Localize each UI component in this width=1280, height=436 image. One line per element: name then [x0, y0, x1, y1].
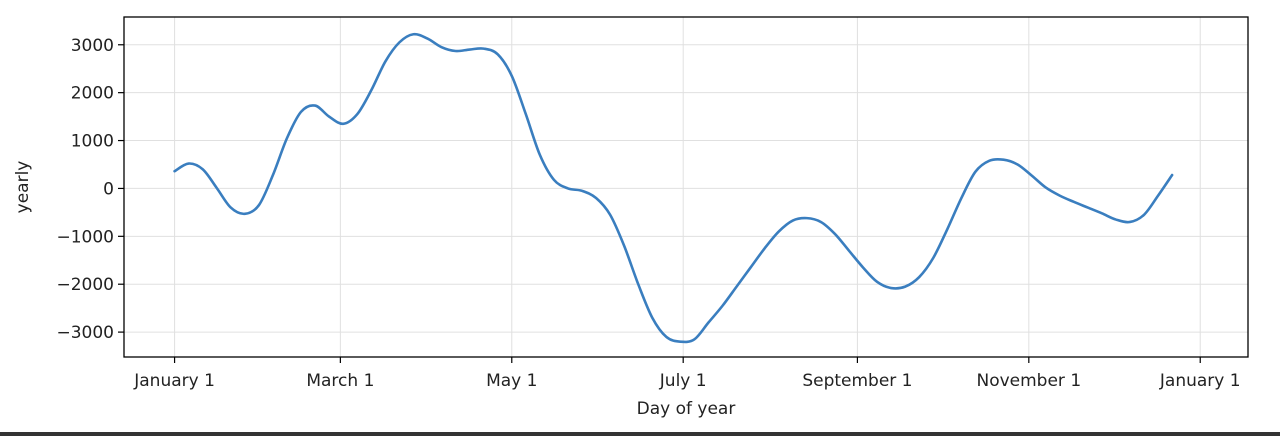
- x-tick-label: November 1: [976, 371, 1081, 391]
- series-line: [173, 32, 1174, 344]
- x-axis: January 1 March 1 May 1 July 1 September 1 No…: [133, 357, 1241, 391]
- y-tick-label: 1000: [71, 132, 114, 152]
- x-tick-label: September 1: [802, 371, 912, 391]
- y-axis-label: yearly: [13, 161, 33, 214]
- x-tick-label: January 1: [133, 371, 215, 391]
- grid: [124, 17, 1248, 357]
- window-bottom-border: [0, 432, 1280, 436]
- y-tick-label: −3000: [56, 323, 114, 343]
- x-tick-label: March 1: [306, 371, 374, 391]
- y-tick-label: 0: [103, 179, 114, 199]
- y-tick-label: −1000: [56, 227, 114, 247]
- y-tick-label: 2000: [71, 84, 114, 104]
- y-tick-label: 3000: [71, 36, 114, 56]
- x-axis-label: Day of year: [637, 399, 736, 419]
- plot-frame: [123, 16, 1249, 358]
- y-tick-label: −2000: [56, 275, 114, 295]
- x-tick-label: July 1: [659, 371, 707, 391]
- series-layer: [173, 32, 1174, 344]
- x-tick-label: May 1: [486, 371, 537, 391]
- y-axis: −3000 −2000 −1000 0 1000 2000 3000: [56, 36, 124, 343]
- x-tick-label: January 1: [1159, 371, 1241, 391]
